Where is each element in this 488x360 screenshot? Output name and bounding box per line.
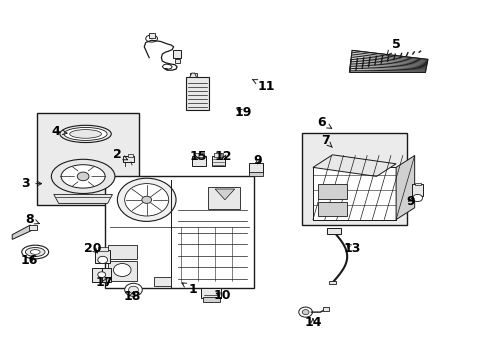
Bar [123,156,134,162]
Text: 20: 20 [84,242,102,255]
Circle shape [98,272,105,278]
Bar [149,33,155,38]
Bar [249,172,263,176]
Circle shape [117,178,176,221]
Bar [326,228,341,234]
Circle shape [412,194,422,202]
Bar [98,247,107,251]
Bar [95,250,110,263]
Circle shape [298,307,312,317]
Bar [317,202,346,216]
Circle shape [98,256,107,264]
Text: 14: 14 [304,316,321,329]
Bar [213,153,223,157]
Text: 19: 19 [234,106,252,119]
Bar [201,288,221,298]
Bar [154,277,171,286]
Bar [411,184,422,196]
Text: 9: 9 [253,154,262,167]
Ellipse shape [64,127,107,140]
Polygon shape [54,194,112,203]
Bar [92,268,111,282]
Ellipse shape [61,165,105,188]
Polygon shape [189,73,196,77]
Ellipse shape [25,248,45,256]
Ellipse shape [21,245,48,259]
Bar [203,297,219,302]
Polygon shape [312,155,395,176]
Text: 2: 2 [113,148,127,161]
Bar [172,50,181,58]
Text: 3: 3 [21,177,41,190]
Ellipse shape [51,159,115,194]
Bar [328,281,336,284]
Bar [249,163,263,173]
Bar [107,261,137,281]
Bar [312,167,395,220]
Text: 1: 1 [182,283,197,296]
Text: 16: 16 [20,255,38,267]
Text: 4: 4 [52,125,67,138]
Polygon shape [395,156,414,220]
Text: 9: 9 [406,195,414,208]
Bar [322,307,328,311]
Text: 18: 18 [123,291,141,303]
Circle shape [113,264,131,276]
Bar [317,184,346,199]
Polygon shape [215,189,234,200]
Bar [302,133,407,225]
Text: 12: 12 [214,150,231,163]
Bar [414,183,420,185]
Bar [194,153,203,157]
Circle shape [77,172,89,181]
Bar [175,59,180,63]
Text: 6: 6 [317,116,331,129]
Text: 10: 10 [213,289,231,302]
Bar [211,156,225,166]
Circle shape [128,286,138,293]
Circle shape [124,184,168,216]
Bar [207,187,239,209]
Text: 5: 5 [386,39,400,55]
Text: 13: 13 [343,242,360,255]
Bar [189,73,196,77]
Text: 8: 8 [25,213,39,226]
Text: 17: 17 [95,276,113,289]
Circle shape [124,283,142,296]
Polygon shape [349,50,427,72]
Bar [107,245,137,259]
Bar [105,176,254,288]
Polygon shape [12,225,32,239]
Bar [128,154,133,157]
Text: 15: 15 [189,150,206,163]
Circle shape [302,310,308,315]
Text: 11: 11 [252,80,275,93]
Circle shape [142,196,151,203]
Bar [37,113,139,205]
Bar [192,156,205,166]
Ellipse shape [30,250,40,254]
Bar [29,225,37,230]
Ellipse shape [60,125,111,143]
Bar [185,77,209,110]
Text: 7: 7 [320,134,332,148]
Ellipse shape [69,130,102,138]
